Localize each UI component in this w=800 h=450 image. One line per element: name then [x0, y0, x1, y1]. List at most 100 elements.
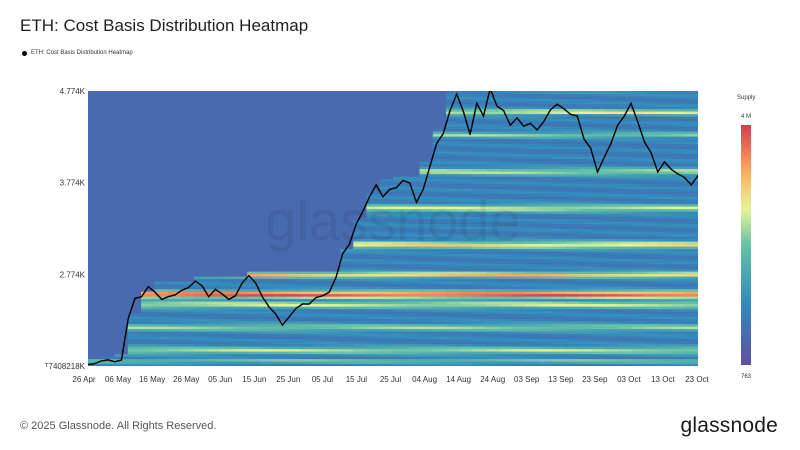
- heatmap-cell: [459, 131, 474, 135]
- heatmap-cell: [207, 156, 222, 160]
- heatmap-cell: [339, 328, 354, 332]
- heatmap-cell: [353, 183, 368, 187]
- heatmap-cell: [353, 178, 368, 182]
- heatmap-cell: [194, 338, 208, 342]
- heatmap-cell: [88, 178, 102, 182]
- heatmap-cell: [644, 303, 659, 307]
- heatmap-cell: [141, 326, 155, 330]
- heatmap-cell: [88, 98, 102, 102]
- heatmap-cell: [565, 321, 580, 325]
- heatmap-cell: [406, 361, 421, 365]
- heatmap-cell: [167, 123, 182, 127]
- heatmap-cell: [339, 248, 354, 252]
- heatmap-cell: [154, 131, 169, 135]
- heatmap-cell: [300, 141, 315, 145]
- heatmap-cell: [658, 278, 673, 282]
- heatmap-cell: [393, 218, 407, 222]
- heatmap-cell: [273, 118, 288, 122]
- heatmap-cell: [512, 353, 527, 357]
- heatmap-cell: [538, 123, 553, 127]
- heatmap-cell: [538, 258, 553, 262]
- heatmap-cell: [485, 326, 500, 330]
- heatmap-cell: [194, 136, 208, 140]
- heatmap-cell: [459, 291, 474, 295]
- legend[interactable]: ETH: Cost Basis Distribution Heatmap: [22, 50, 133, 56]
- heatmap-cell: [552, 361, 566, 365]
- heatmap-cell: [154, 288, 169, 292]
- heatmap-cell: [180, 128, 195, 132]
- heatmap-cell: [631, 311, 646, 315]
- heatmap-cell: [154, 171, 169, 175]
- heatmap-cell: [260, 333, 275, 337]
- heatmap-cell: [591, 146, 606, 150]
- heatmap-cell: [141, 158, 155, 162]
- heatmap-cell: [618, 308, 633, 312]
- heatmap-cell: [565, 233, 580, 237]
- heatmap-cell: [127, 313, 142, 317]
- heatmap-cell: [631, 141, 646, 145]
- heatmap-cell: [684, 246, 698, 250]
- heatmap-cell: [525, 213, 540, 217]
- heatmap-cell: [180, 316, 195, 320]
- heatmap-cell: [578, 321, 593, 325]
- heatmap-cell: [194, 186, 208, 190]
- heatmap-cell: [326, 231, 341, 235]
- heatmap-cell: [141, 318, 155, 322]
- heatmap-cell: [286, 206, 301, 210]
- heatmap-cell: [671, 96, 686, 100]
- heatmap-cell: [658, 248, 673, 252]
- heatmap-cell: [207, 266, 222, 270]
- heatmap-cell: [326, 286, 341, 290]
- heatmap-cell: [565, 363, 580, 366]
- heatmap-cell: [326, 318, 341, 322]
- heatmap-cell: [432, 133, 447, 137]
- heatmap-cell: [591, 238, 606, 242]
- heatmap-cell: [247, 253, 261, 257]
- heatmap-cell: [141, 301, 155, 305]
- heatmap-cell: [247, 351, 261, 355]
- heatmap-cell: [273, 176, 288, 180]
- heatmap-cell: [194, 96, 208, 100]
- heatmap-cell: [326, 263, 341, 267]
- heatmap-cell: [459, 113, 474, 117]
- heatmap-cell: [273, 198, 288, 202]
- heatmap-cell: [393, 243, 407, 247]
- heatmap-cell: [101, 346, 116, 350]
- heatmap-cell: [141, 256, 155, 260]
- heatmap-cell: [141, 93, 155, 97]
- heatmap-cell: [618, 108, 633, 112]
- heatmap-cell: [233, 343, 248, 347]
- heatmap-cell: [565, 243, 580, 247]
- heatmap-cell: [220, 123, 235, 127]
- heatmap-cell: [167, 111, 182, 115]
- heatmap-cell: [552, 96, 566, 100]
- heatmap-cell: [406, 351, 421, 355]
- heatmap-cell: [552, 178, 566, 182]
- heatmap-cell: [591, 311, 606, 315]
- heatmap-cell: [459, 133, 474, 137]
- heatmap-cell: [180, 256, 195, 260]
- heatmap-cell: [432, 181, 447, 185]
- heatmap-cell: [472, 271, 487, 275]
- heatmap-cell: [538, 363, 553, 366]
- heatmap-cell: [167, 301, 182, 305]
- heatmap-cell: [472, 233, 487, 237]
- heatmap-cell: [446, 128, 460, 132]
- heatmap-cell: [233, 113, 248, 117]
- heatmap-cell: [207, 348, 222, 352]
- heatmap-cell: [88, 143, 102, 147]
- heatmap-cell: [525, 228, 540, 232]
- heatmap-cell: [565, 171, 580, 175]
- heatmap-cell: [552, 203, 566, 207]
- heatmap-cell: [154, 206, 169, 210]
- heatmap-cell: [194, 196, 208, 200]
- heatmap-cell: [273, 146, 288, 150]
- heatmap-cell: [194, 176, 208, 180]
- heatmap-cell: [207, 278, 222, 282]
- heatmap-cell: [446, 111, 460, 115]
- heatmap-cell: [538, 353, 553, 357]
- heatmap-cell: [273, 261, 288, 265]
- heatmap-cell: [618, 191, 633, 195]
- heatmap-cell: [273, 138, 288, 142]
- heatmap-cell: [273, 308, 288, 312]
